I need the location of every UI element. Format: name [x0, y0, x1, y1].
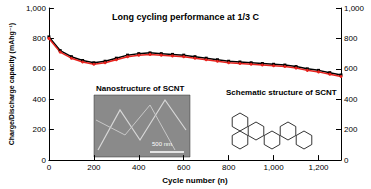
svg-text:1,000: 1,000 — [26, 4, 47, 13]
svg-text:500 nm: 500 nm — [152, 141, 172, 147]
svg-text:600: 600 — [33, 64, 47, 73]
svg-text:200: 200 — [344, 125, 358, 134]
svg-text:600: 600 — [344, 64, 358, 73]
svg-text:0: 0 — [47, 163, 52, 172]
svg-text:0: 0 — [344, 156, 349, 165]
svg-text:400: 400 — [132, 163, 146, 172]
svg-text:800: 800 — [344, 34, 358, 43]
svg-text:1,000: 1,000 — [264, 163, 285, 172]
svg-text:200: 200 — [33, 125, 47, 134]
svg-text:1,200: 1,200 — [309, 163, 330, 172]
svg-text:800: 800 — [222, 163, 236, 172]
svg-text:Schematic structure of SCNT: Schematic structure of SCNT — [226, 88, 337, 97]
svg-text:1,000: 1,000 — [344, 4, 365, 13]
svg-text:Cycle number (n): Cycle number (n) — [162, 176, 228, 185]
svg-text:Charge/Discharge capacity (mAh: Charge/Discharge capacity (mAhg⁻¹) — [8, 23, 16, 145]
svg-text:400: 400 — [33, 95, 47, 104]
svg-text:200: 200 — [87, 163, 101, 172]
svg-text:Long cycling performance at 1/: Long cycling performance at 1/3 C — [112, 12, 260, 22]
svg-text:0: 0 — [41, 155, 46, 165]
svg-text:800: 800 — [33, 34, 47, 43]
svg-text:400: 400 — [344, 95, 358, 104]
svg-text:Nanostructure of SCNT: Nanostructure of SCNT — [96, 84, 185, 93]
svg-text:600: 600 — [177, 163, 191, 172]
